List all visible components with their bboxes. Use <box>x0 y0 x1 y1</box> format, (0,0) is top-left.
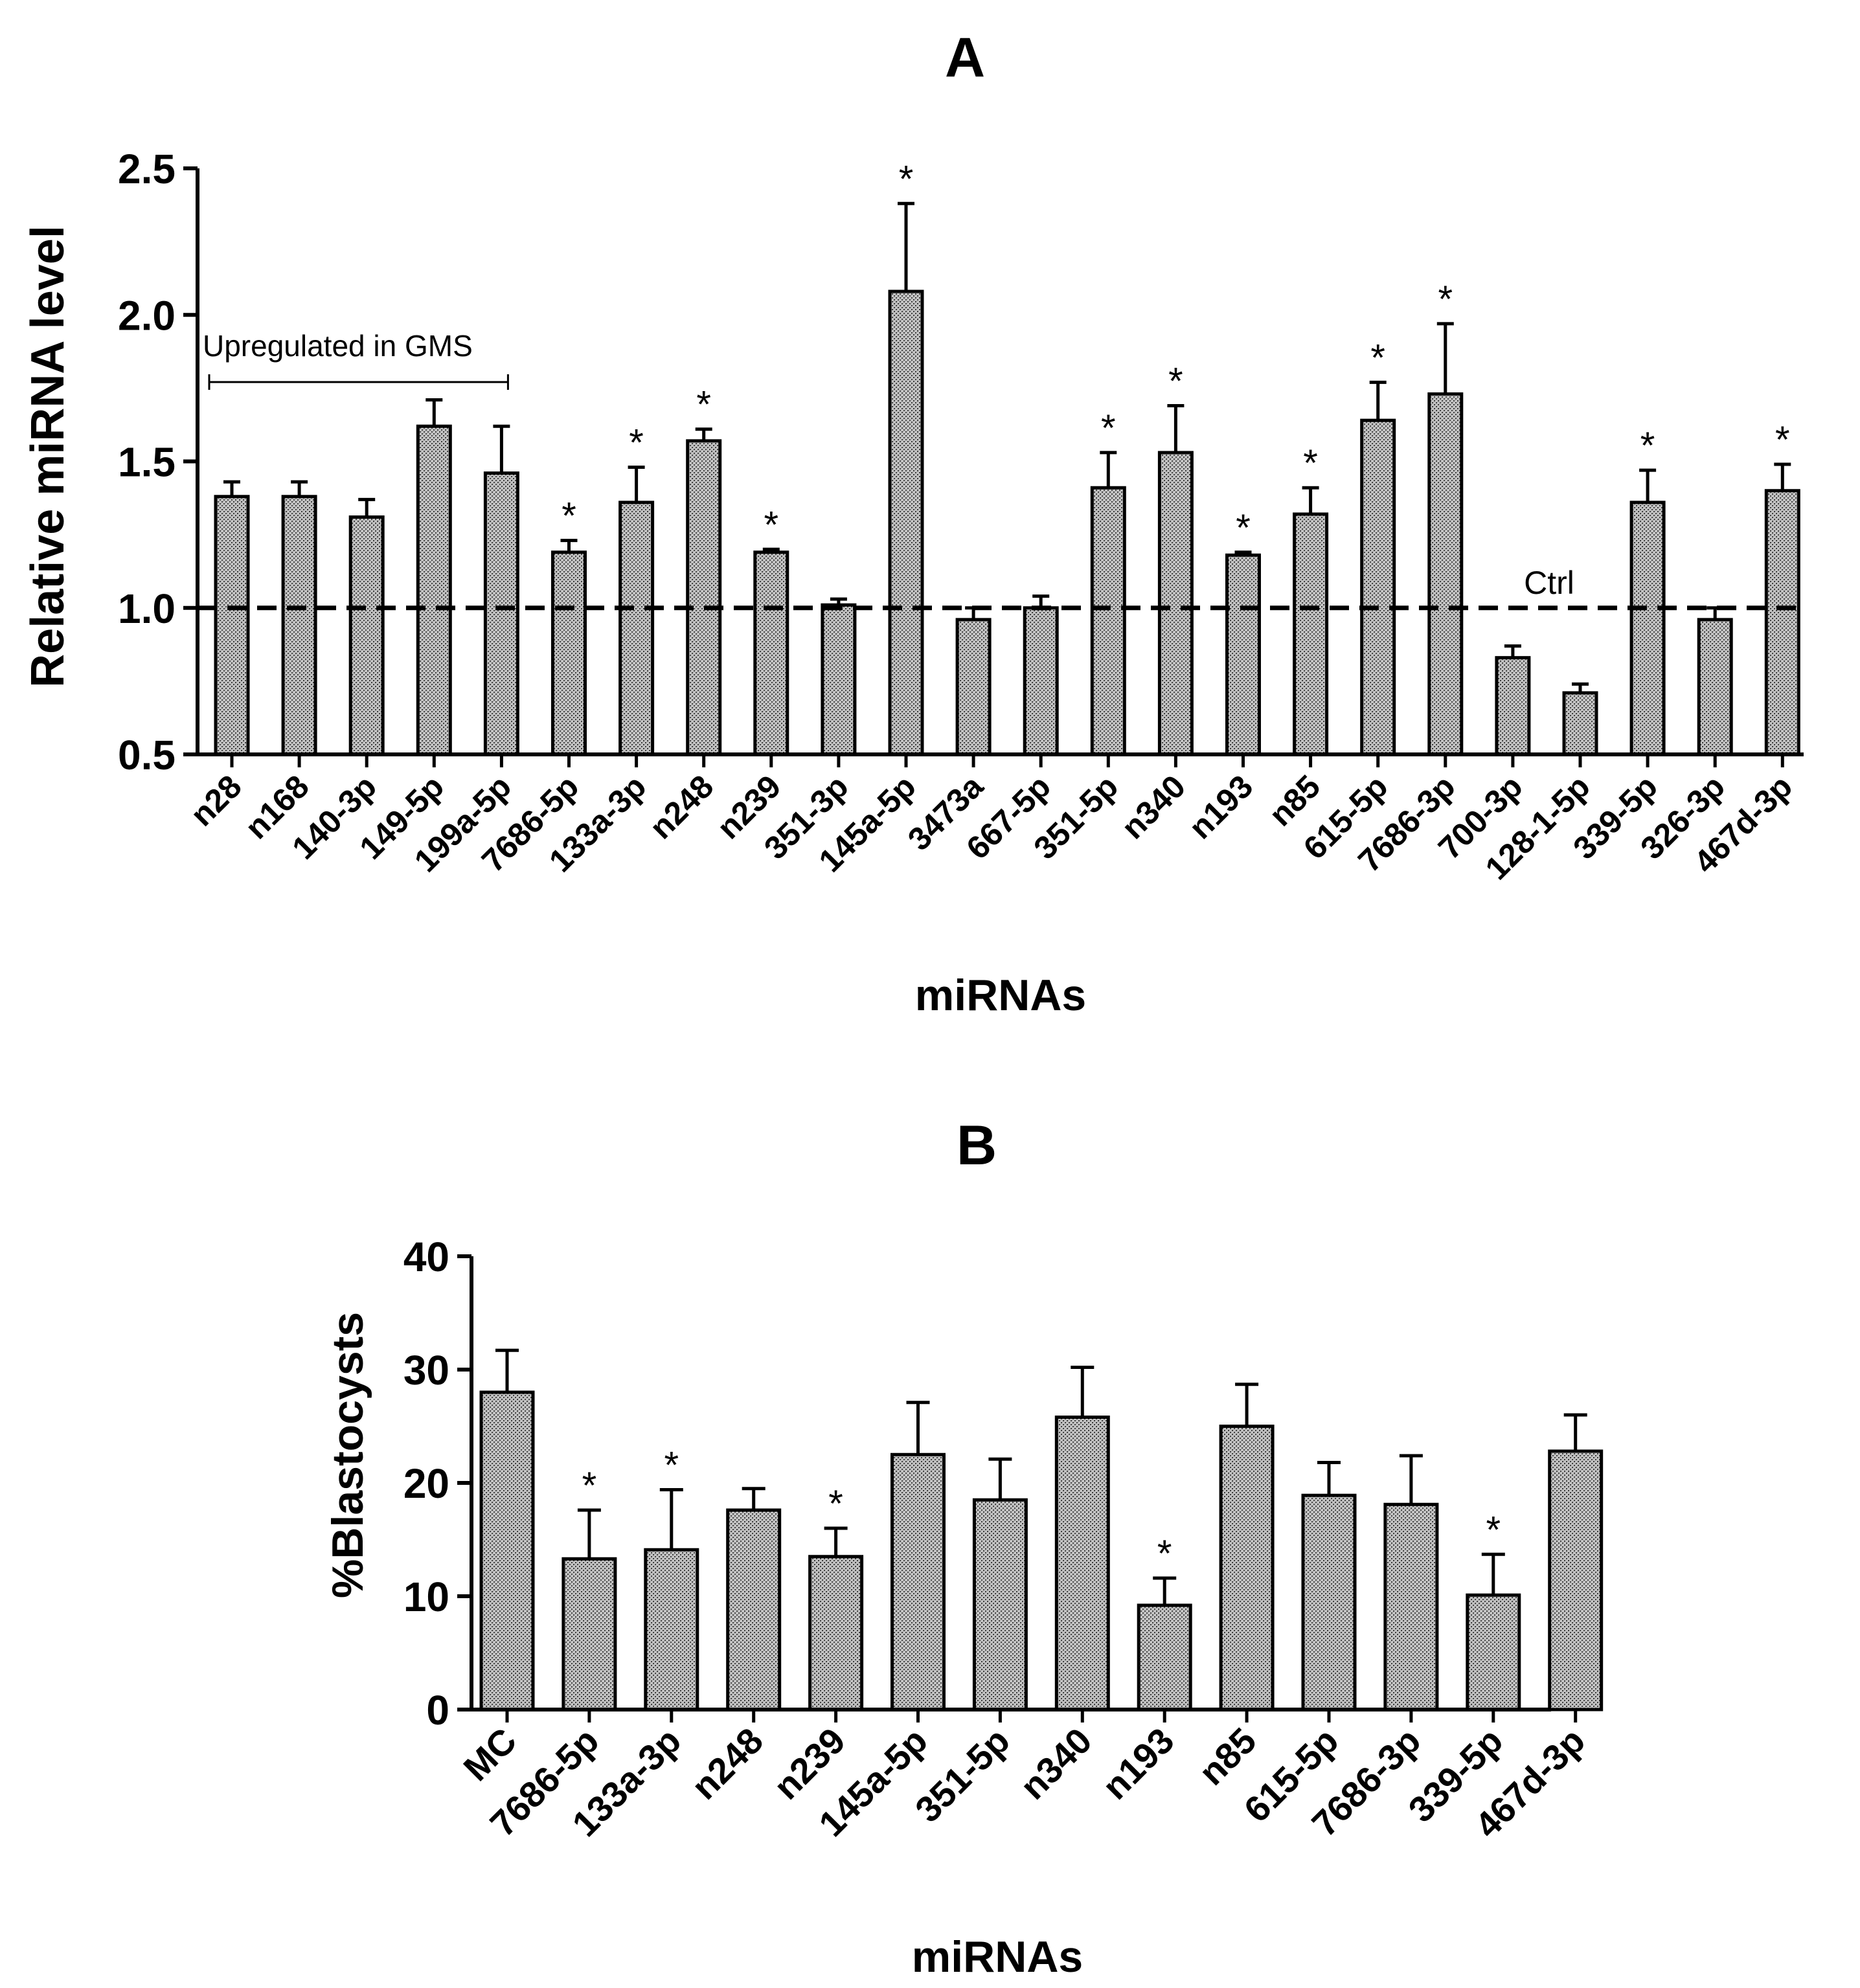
panel-a-group-annotation-label: Upregulated in GMS <box>203 329 473 363</box>
panel-b-bar-467d-3p <box>1548 1449 1604 1711</box>
panel-b-bar-n193 <box>1137 1603 1192 1711</box>
panel-b-significance-star-n193: * <box>1157 1533 1172 1575</box>
panel-b-category-label: 351-5p <box>907 1720 1017 1830</box>
panel-a-significance-star-n340: * <box>1168 361 1183 403</box>
panel-a-significance-star-467d-3p: * <box>1775 419 1790 461</box>
panel-a-significance-star-n248: * <box>696 384 711 426</box>
panel-b-bar-n340 <box>1054 1416 1110 1711</box>
panel-a-significance-star-339-5p: * <box>1640 425 1655 467</box>
panel-a-bar-n85 <box>1293 512 1329 756</box>
panel-a-bar-700-3p <box>1495 656 1531 756</box>
panel-a-bar-3473a <box>955 618 992 756</box>
panel-a-category-label: n193 <box>1182 768 1260 846</box>
panel-a-bar-n248 <box>686 439 722 756</box>
panel-a-bar-128-1-5p <box>1562 691 1598 756</box>
panel-b-significance-star-n239: * <box>828 1483 843 1525</box>
panel-b-y-tick-label: 0 <box>426 1687 449 1734</box>
panel-a-bar-7686-5p <box>551 550 587 756</box>
panel-b-y-tick-label: 40 <box>403 1234 449 1280</box>
panel-b-category-label: n193 <box>1094 1720 1182 1807</box>
panel-b-bar-133a-3p <box>644 1548 699 1711</box>
panel-a-bar-615-5p <box>1360 418 1396 756</box>
panel-b-category-label: n85 <box>1191 1720 1264 1793</box>
panel-b-y-tick-label: 10 <box>403 1574 449 1620</box>
panel-a-category-label: n340 <box>1115 768 1192 846</box>
panel-a-bar-467d-3p <box>1764 489 1800 756</box>
panel-a-x-axis-title: miRNAs <box>915 971 1087 1020</box>
panel-b-bar-7686-5p <box>561 1557 617 1711</box>
panel-a-bar-7686-3p <box>1427 392 1464 756</box>
panel-a-y-tick-label: 1.5 <box>118 439 176 486</box>
panel-a-significance-star-615-5p: * <box>1370 337 1385 379</box>
panel-b-bar-615-5p <box>1301 1493 1357 1711</box>
panel-a-bar-351-5p <box>1090 486 1126 756</box>
panel-a-bar-149-5p <box>416 424 452 756</box>
panel-a-y-tick-label: 2.5 <box>118 146 176 192</box>
panel-a-bar-n168 <box>281 495 317 756</box>
panel-b-bar-351-5p <box>972 1498 1028 1711</box>
panel-b-category-label: n248 <box>683 1720 771 1807</box>
panel-a-significance-star-n193: * <box>1236 507 1251 549</box>
panel-a-y-axis-title: Relative miRNA level <box>22 225 74 688</box>
panel-a-title: A <box>945 27 985 89</box>
panel-a-bar-351-3p <box>821 603 857 756</box>
panel-a-bar-667-5p <box>1023 606 1059 756</box>
panel-b-y-tick-label: 30 <box>403 1347 449 1394</box>
panel-b-y-axis-title: %Blastocysts <box>323 1312 372 1598</box>
panel-b-significance-star-133a-3p: * <box>664 1445 679 1487</box>
panel-b-bar-MC <box>479 1390 535 1711</box>
panel-b-category-label: MC <box>455 1720 524 1789</box>
panel-b-bar-145a-5p <box>890 1452 946 1711</box>
panel-a-significance-star-n239: * <box>764 504 779 546</box>
panel-a-ctrl-label: Ctrl <box>1524 565 1574 601</box>
panel-b-category-label: n340 <box>1012 1720 1100 1807</box>
panel-b-title: B <box>957 1114 997 1177</box>
panel-b-bar-n85 <box>1219 1425 1275 1711</box>
panel-a-y-tick-label: 2.0 <box>118 292 176 339</box>
panel-a-y-tick-label: 0.5 <box>118 732 176 778</box>
panel-b-bar-n239 <box>808 1555 864 1711</box>
panel-a-bar-199a-5p <box>483 471 519 756</box>
panel-a-bar-n340 <box>1157 451 1194 756</box>
panel-a-y-tick-label: 1.0 <box>118 585 176 632</box>
panel-b-y-tick-label: 20 <box>403 1460 449 1507</box>
panel-a-bar-n28 <box>214 495 250 756</box>
panel-a-bar-145a-5p <box>888 289 924 756</box>
panel-b-x-axis-title: miRNAs <box>912 1932 1083 1982</box>
panel-b-significance-star-7686-5p: * <box>582 1465 597 1507</box>
panel-a-bar-133a-3p <box>618 501 655 756</box>
panel-a-bar-326-3p <box>1697 618 1733 756</box>
panel-b-bar-339-5p <box>1466 1593 1521 1711</box>
panel-a-significance-star-133a-3p: * <box>629 422 644 464</box>
panel-a-significance-star-n85: * <box>1303 442 1318 484</box>
panel-a-category-label: n28 <box>183 768 249 833</box>
panel-b-chart: B %Blastocysts miRNAs MC*7686-5p*133a-3p… <box>323 1114 1604 1982</box>
panel-a-significance-star-351-5p: * <box>1101 407 1116 449</box>
panel-a-category-label: n248 <box>642 768 720 846</box>
panel-a-significance-star-7686-5p: * <box>561 495 576 537</box>
panel-a-bar-339-5p <box>1629 501 1666 756</box>
panel-b-bar-n248 <box>726 1508 782 1711</box>
panel-a-bar-n239 <box>753 550 789 756</box>
panel-a-bar-140-3p <box>348 515 385 756</box>
panel-a-significance-star-7686-3p: * <box>1438 278 1453 321</box>
panel-a-significance-star-145a-5p: * <box>899 158 914 200</box>
panel-a-bar-n193 <box>1225 553 1261 756</box>
panel-a-chart: A Relative miRNA level miRNAs n28n168140… <box>22 27 1804 1020</box>
panel-b-bar-7686-3p <box>1383 1502 1439 1711</box>
panel-b-significance-star-339-5p: * <box>1486 1509 1501 1551</box>
